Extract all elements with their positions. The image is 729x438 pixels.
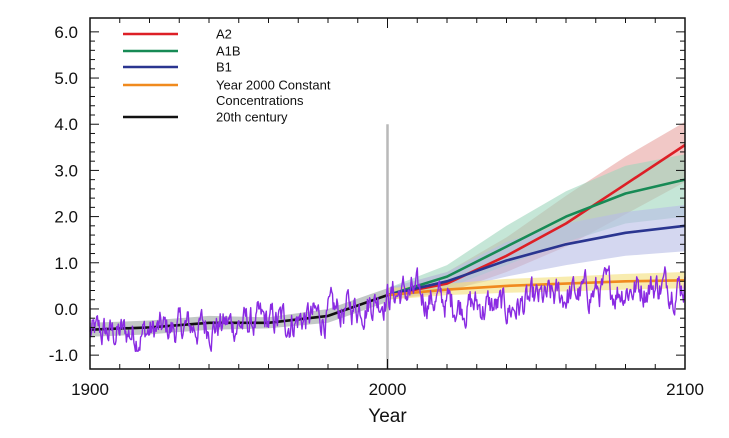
legend-label-const: Year 2000 Constant bbox=[216, 78, 331, 93]
legend-label-b1: B1 bbox=[216, 60, 232, 75]
line-a2 bbox=[387, 143, 686, 297]
x-tick-labels: 1900 2000 2100 bbox=[71, 380, 704, 399]
y-tick-label: 4.0 bbox=[54, 115, 78, 134]
y-tick-label: 0.0 bbox=[54, 300, 78, 319]
band-a1b bbox=[387, 154, 685, 300]
band-20th-century bbox=[90, 288, 388, 337]
y-tick-label: 5.0 bbox=[54, 69, 78, 88]
x-axis-title: Year bbox=[368, 406, 407, 427]
axis-ticks bbox=[89, 18, 686, 369]
legend-label-a2: A2 bbox=[216, 27, 232, 42]
y-tick-label: 2.0 bbox=[54, 208, 78, 227]
y-tick-label: 6.0 bbox=[54, 23, 78, 42]
line-b1 bbox=[387, 224, 686, 297]
legend-label2-const: Concentrations bbox=[216, 93, 304, 108]
y-tick-label: -1.0 bbox=[49, 346, 78, 365]
noise-line bbox=[89, 265, 686, 352]
legend-label-a1b: A1B bbox=[216, 44, 241, 59]
y-tick-labels: -1.0 0.0 1.0 2.0 3.0 4.0 5.0 6.0 bbox=[49, 23, 78, 365]
x-tick-label: 2000 bbox=[369, 380, 407, 399]
y-tick-label: 3.0 bbox=[54, 161, 78, 180]
noise-trace bbox=[89, 265, 686, 352]
x-tick-label: 2100 bbox=[666, 380, 704, 399]
y-tick-label: 1.0 bbox=[54, 254, 78, 273]
legend-label-c20: 20th century bbox=[216, 110, 288, 125]
x-tick-label: 1900 bbox=[71, 380, 109, 399]
line-a1b bbox=[387, 178, 686, 297]
